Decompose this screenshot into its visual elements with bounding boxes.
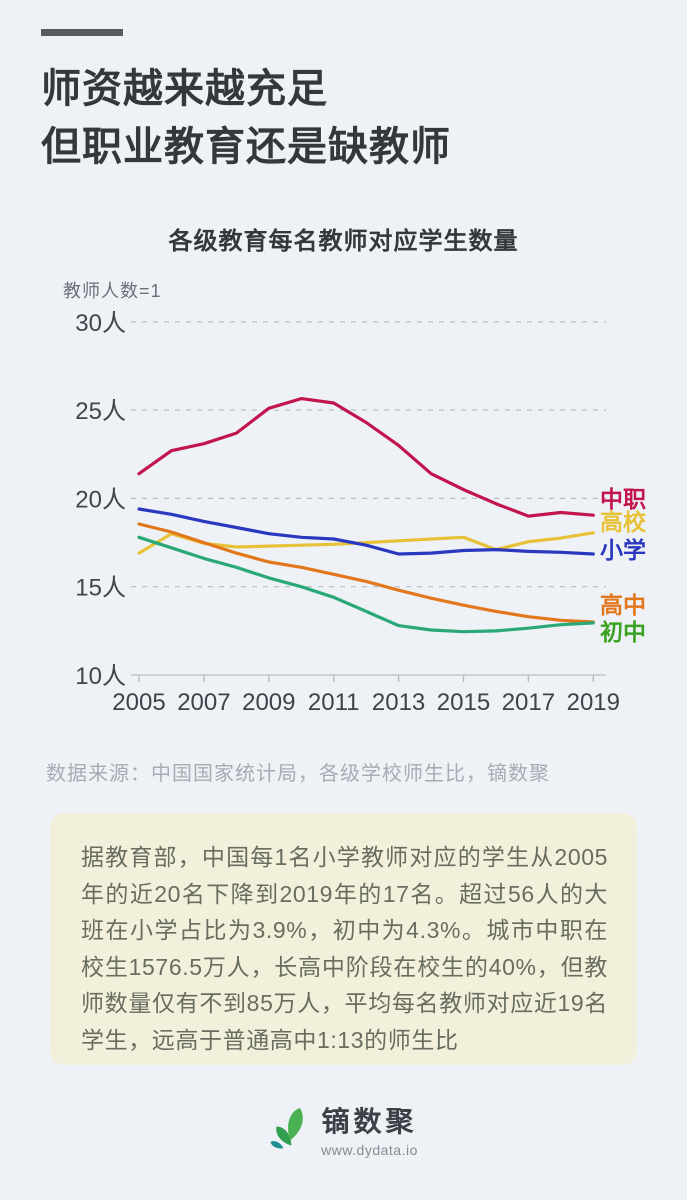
legend-label-初中: 初中 xyxy=(600,619,646,645)
y-tick-label: 10人 xyxy=(75,663,126,690)
series-line-小学 xyxy=(137,507,595,556)
y-axis-unit-label: 教师人数=1 xyxy=(63,281,162,301)
x-tick-label: 2007 xyxy=(177,689,230,716)
x-tick-label: 2009 xyxy=(242,689,295,716)
summary-note-text: 据教育部，中国每1名小学教师对应的学生从2005年的近20名下降到2019年的1… xyxy=(81,844,608,1053)
legend-label-小学: 小学 xyxy=(600,537,646,563)
footer-logo: 镝数聚 www.dydata.io xyxy=(0,1100,687,1158)
y-tick-label: 25人 xyxy=(75,398,126,425)
y-tick-label: 20人 xyxy=(75,486,126,513)
x-tick-label: 2005 xyxy=(112,689,165,716)
page-title-line2: 但职业教育还是缺教师 xyxy=(41,125,451,169)
x-tick-label: 2015 xyxy=(437,689,490,716)
line-chart: 30人 25人 20人 15人 10人 2005 2007 2009 2011 2013 2015 2… xyxy=(0,296,687,726)
series-line-高中 xyxy=(137,522,595,624)
legend-label-中职: 中职 xyxy=(600,486,646,512)
page-title: 师资越来越充足 但职业教育还是缺教师 xyxy=(41,60,451,176)
legend-label-高中: 高中 xyxy=(600,592,646,618)
series-line-中职 xyxy=(137,396,595,518)
summary-note-box: 据教育部，中国每1名小学教师对应的学生从2005年的近20名下降到2019年的1… xyxy=(50,813,637,1065)
data-source-note: 数据来源：中国国家统计局，各级学校师生比，镝数聚 xyxy=(46,763,550,785)
series-line-初中 xyxy=(137,535,595,634)
x-tick-label: 2011 xyxy=(308,689,360,716)
title-accent-dash xyxy=(41,29,123,36)
y-tick-label: 30人 xyxy=(75,310,126,337)
brand-url: www.dydata.io xyxy=(321,1142,418,1158)
x-tick-label: 2019 xyxy=(567,689,620,716)
chart-title: 各级教育每名教师对应学生数量 xyxy=(168,228,519,255)
legend-label-高校: 高校 xyxy=(600,509,647,535)
x-tick-label: 2013 xyxy=(372,689,425,716)
leaf-icon xyxy=(270,1107,303,1149)
brand-name: 镝数聚 xyxy=(321,1106,418,1137)
page-title-line1: 师资越来越充足 xyxy=(41,67,328,111)
x-tick-label: 2017 xyxy=(502,689,555,716)
brand-block: 镝数聚 www.dydata.io xyxy=(321,1100,418,1158)
y-tick-label: 15人 xyxy=(75,575,126,602)
